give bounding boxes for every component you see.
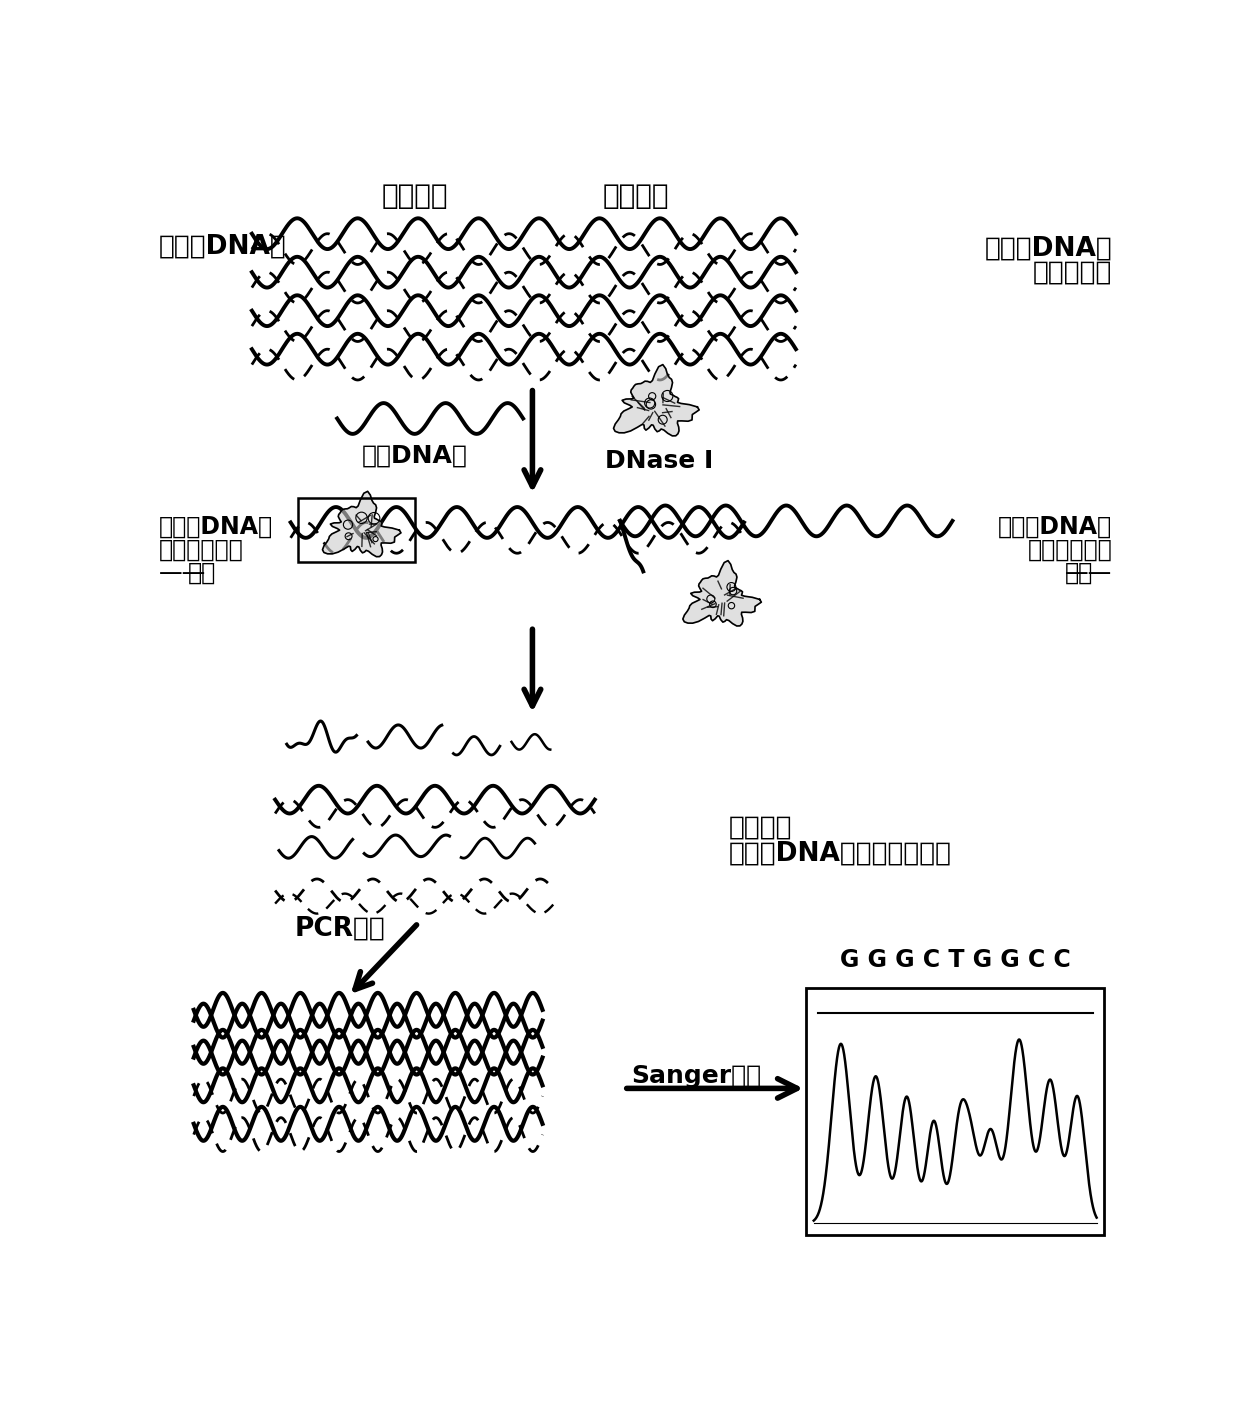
- Text: 突变型DNA链: 突变型DNA链: [998, 515, 1112, 538]
- Text: 野生型DNA链: 野生型DNA链: [159, 515, 273, 538]
- Text: 突变型DNA链: 突变型DNA链: [985, 236, 1112, 262]
- Text: 部分互补配对: 部分互补配对: [1028, 538, 1112, 562]
- Polygon shape: [322, 491, 401, 557]
- Polygon shape: [614, 365, 699, 436]
- Bar: [299, 498, 414, 562]
- Text: PCR扩增: PCR扩增: [295, 916, 386, 941]
- Text: 完全互补配对: 完全互补配对: [159, 538, 243, 562]
- Text: G G G C T G G C C: G G G C T G G C C: [839, 948, 1070, 972]
- Text: 硫代DNA链: 硫代DNA链: [362, 444, 467, 468]
- Text: ——: ——: [1065, 561, 1112, 585]
- Text: 酶切产物: 酶切产物: [729, 815, 792, 841]
- Text: 酶切: 酶切: [187, 561, 216, 585]
- Text: DNase I: DNase I: [605, 449, 713, 474]
- Bar: [806, 988, 1105, 1235]
- Text: G: G: [951, 994, 967, 1015]
- Text: 保留: 保留: [1064, 561, 1092, 585]
- Text: 突变型DNA链丰度显著提升: 突变型DNA链丰度显著提升: [729, 840, 951, 866]
- Text: 目标区域: 目标区域: [603, 182, 668, 210]
- Text: （低丰度）: （低丰度）: [1033, 259, 1112, 285]
- Text: ——: ——: [159, 561, 206, 585]
- Text: Sanger测序: Sanger测序: [631, 1064, 761, 1088]
- Text: 野生型DNA链: 野生型DNA链: [159, 234, 286, 259]
- Text: 目标区域: 目标区域: [382, 182, 448, 210]
- Polygon shape: [683, 561, 761, 625]
